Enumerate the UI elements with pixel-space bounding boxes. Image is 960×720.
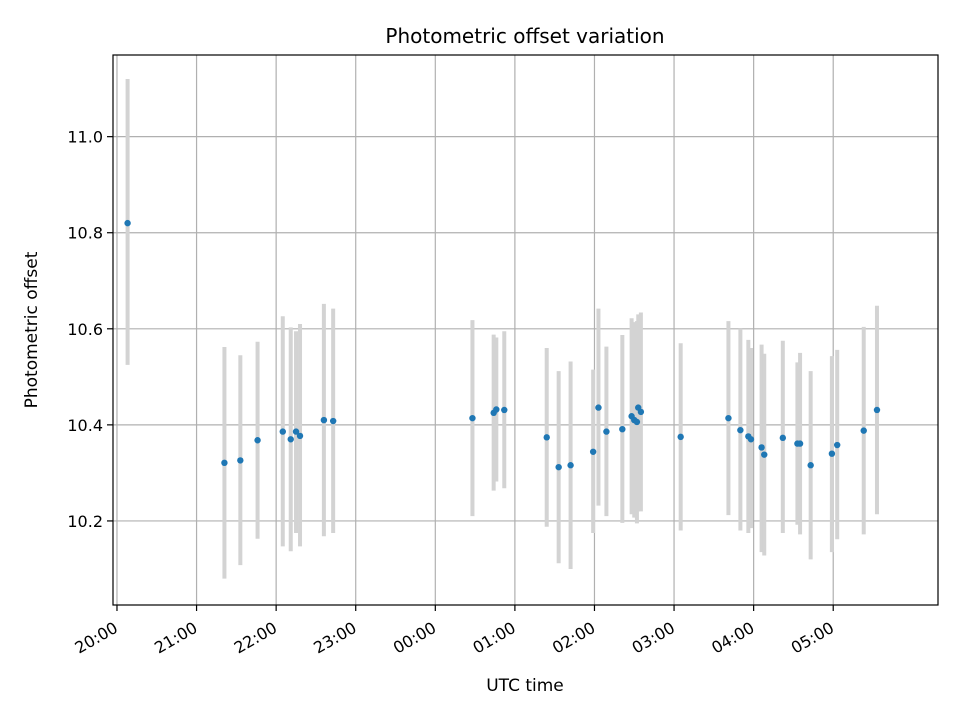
data-point (633, 418, 641, 426)
x-axis-label: UTC time (486, 676, 564, 696)
data-point (737, 426, 744, 434)
data-point (603, 428, 610, 435)
data-point (828, 450, 836, 457)
y-tick-label: 10.8 (67, 224, 103, 243)
y-tick-label: 11.0 (67, 128, 103, 147)
data-point (320, 416, 328, 424)
data-point (873, 406, 881, 414)
data-point (761, 451, 768, 458)
data-markers (124, 219, 881, 471)
data-point (860, 427, 867, 434)
y-tick-label: 10.2 (67, 512, 103, 531)
data-point (296, 432, 304, 440)
y-tick-label: 10.4 (67, 416, 103, 435)
data-point (779, 434, 787, 442)
data-point (677, 433, 684, 441)
data-point (725, 414, 732, 422)
grid (113, 55, 938, 605)
data-point (747, 436, 755, 443)
data-point (501, 406, 508, 414)
data-point (237, 457, 244, 464)
data-point (469, 414, 476, 422)
data-point (555, 463, 562, 471)
data-point (758, 444, 765, 451)
data-point (292, 428, 300, 435)
y-axis-ticks: 10.2 10.4 10.6 10.8 11.0 (67, 128, 113, 531)
data-point (329, 417, 337, 425)
data-point (254, 437, 261, 444)
data-point (595, 404, 602, 411)
y-tick-label: 10.6 (67, 320, 103, 339)
data-point (807, 462, 814, 469)
plot-area-frame (112, 54, 939, 606)
data-point (567, 462, 574, 469)
data-point (619, 425, 626, 433)
data-point (796, 440, 804, 447)
data-point (493, 406, 500, 413)
data-point (279, 428, 286, 435)
data-point (589, 448, 597, 455)
y-axis-label: Photometric offset (22, 251, 42, 408)
data-point (637, 408, 645, 416)
data-point (287, 436, 294, 443)
data-point (833, 441, 841, 449)
data-point (543, 434, 550, 441)
data-point (124, 219, 131, 227)
data-point (221, 459, 228, 467)
chart-title: Photometric offset variation (385, 24, 664, 48)
